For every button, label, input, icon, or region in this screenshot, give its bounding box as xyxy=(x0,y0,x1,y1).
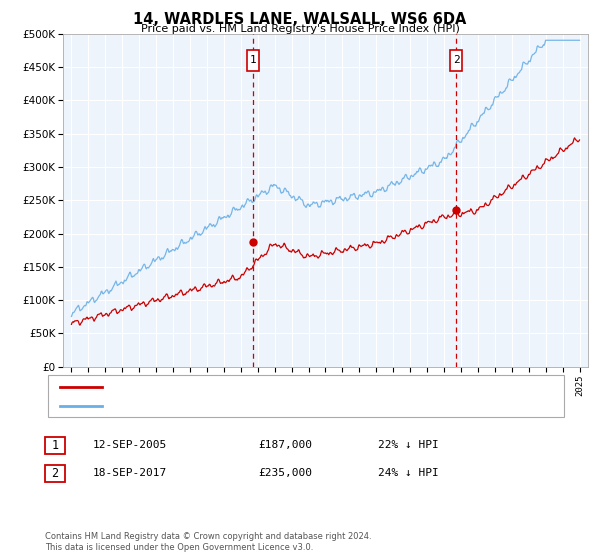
Text: 2: 2 xyxy=(453,55,460,66)
Text: £187,000: £187,000 xyxy=(258,440,312,450)
Text: 14, WARDLES LANE, WALSALL, WS6 6DA (detached house): 14, WARDLES LANE, WALSALL, WS6 6DA (deta… xyxy=(108,381,414,391)
Text: 14, WARDLES LANE, WALSALL, WS6 6DA: 14, WARDLES LANE, WALSALL, WS6 6DA xyxy=(133,12,467,27)
Text: 24% ↓ HPI: 24% ↓ HPI xyxy=(378,468,439,478)
Text: 1: 1 xyxy=(250,55,256,66)
Text: HPI: Average price, detached house, South Staffordshire: HPI: Average price, detached house, Sout… xyxy=(108,401,402,411)
Text: Contains HM Land Registry data © Crown copyright and database right 2024.
This d: Contains HM Land Registry data © Crown c… xyxy=(45,532,371,552)
Text: Price paid vs. HM Land Registry's House Price Index (HPI): Price paid vs. HM Land Registry's House … xyxy=(140,24,460,34)
Text: £235,000: £235,000 xyxy=(258,468,312,478)
FancyBboxPatch shape xyxy=(451,50,462,71)
Text: 12-SEP-2005: 12-SEP-2005 xyxy=(93,440,167,450)
Text: 1: 1 xyxy=(52,438,58,452)
Text: 22% ↓ HPI: 22% ↓ HPI xyxy=(378,440,439,450)
Text: 2: 2 xyxy=(52,466,58,480)
FancyBboxPatch shape xyxy=(247,50,259,71)
Text: 18-SEP-2017: 18-SEP-2017 xyxy=(93,468,167,478)
